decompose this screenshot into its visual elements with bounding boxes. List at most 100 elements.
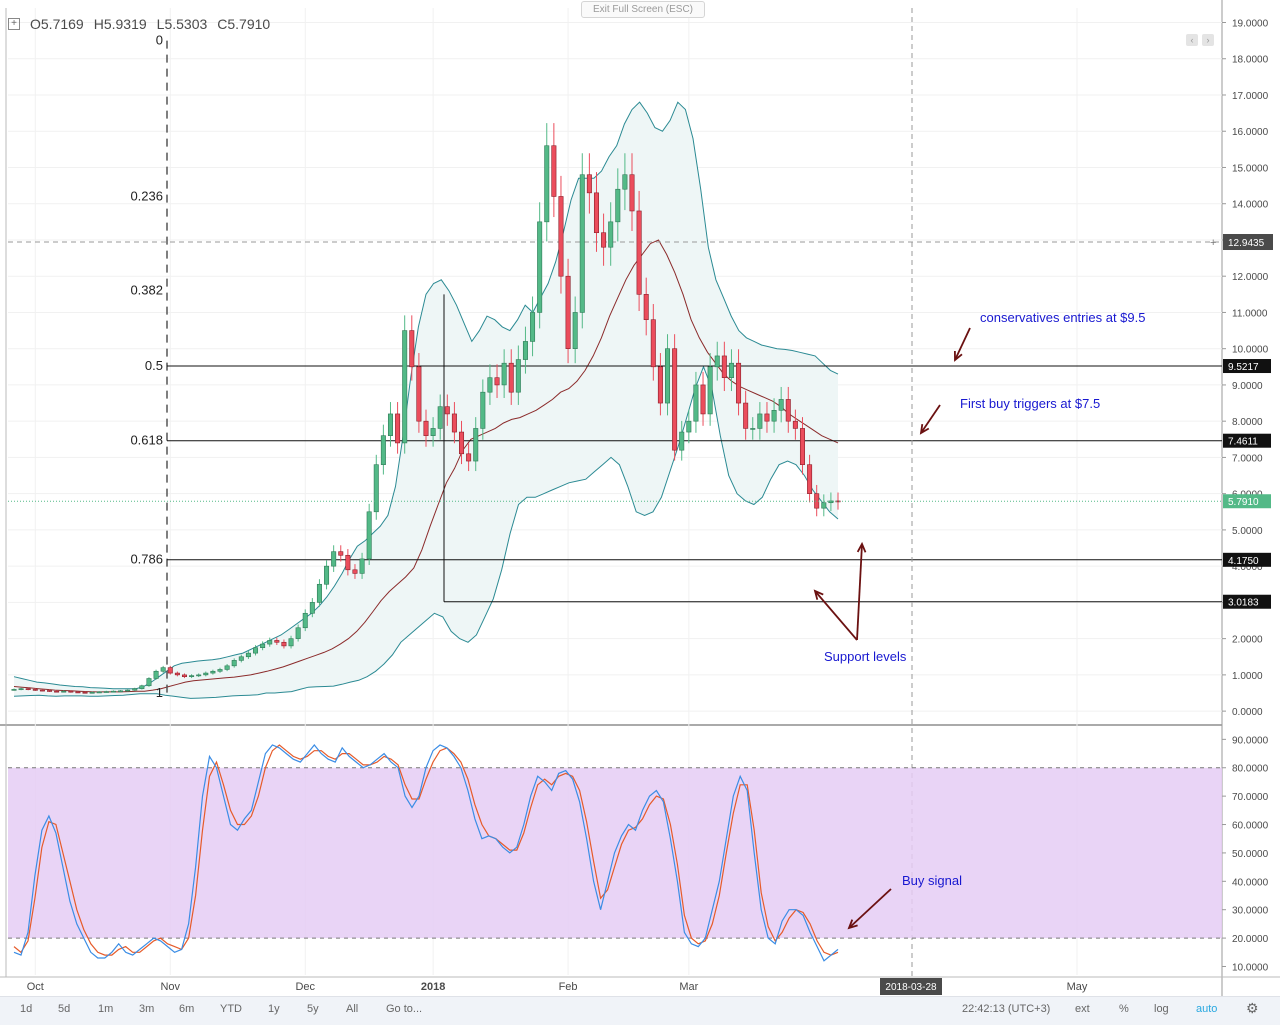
candle[interactable]: [68, 690, 74, 693]
candle[interactable]: [181, 673, 187, 679]
candle[interactable]: [736, 349, 742, 416]
candle[interactable]: [11, 688, 17, 691]
candle[interactable]: [103, 690, 109, 693]
candle[interactable]: [352, 564, 358, 579]
scroll-right-icon[interactable]: ›: [1202, 34, 1214, 46]
candle[interactable]: [530, 296, 536, 357]
range-1y-button[interactable]: 1y: [268, 1003, 280, 1015]
candle[interactable]: [835, 492, 841, 510]
candle[interactable]: [430, 417, 436, 447]
candle[interactable]: [25, 687, 31, 691]
candle[interactable]: [82, 691, 88, 694]
candle[interactable]: [423, 409, 429, 447]
candle[interactable]: [409, 315, 415, 381]
candle[interactable]: [728, 349, 734, 392]
candle[interactable]: [174, 671, 180, 677]
candle[interactable]: [522, 326, 528, 374]
candle[interactable]: [451, 402, 457, 444]
candle[interactable]: [466, 443, 472, 472]
candle[interactable]: [807, 454, 813, 503]
candle[interactable]: [39, 689, 45, 692]
candle[interactable]: [267, 637, 273, 647]
candle[interactable]: [302, 609, 308, 632]
candle[interactable]: [189, 674, 195, 679]
candle[interactable]: [210, 669, 216, 675]
candle[interactable]: [672, 334, 678, 461]
candle[interactable]: [487, 364, 493, 405]
candle[interactable]: [679, 420, 685, 461]
candle[interactable]: [146, 677, 152, 687]
range-1d-button[interactable]: 1d: [20, 1003, 33, 1015]
range-ytd-button[interactable]: YTD: [220, 1003, 242, 1015]
log-scale-toggle[interactable]: log: [1154, 1003, 1169, 1015]
candle[interactable]: [629, 153, 635, 231]
candle[interactable]: [551, 123, 557, 218]
candle[interactable]: [643, 277, 649, 336]
candle[interactable]: [686, 409, 692, 444]
candle[interactable]: [96, 691, 102, 694]
candle[interactable]: [47, 689, 53, 692]
gear-icon[interactable]: ⚙: [1246, 1000, 1259, 1016]
candle[interactable]: [54, 690, 60, 693]
candle[interactable]: [771, 398, 777, 433]
candle[interactable]: [693, 371, 699, 433]
candle[interactable]: [125, 689, 131, 692]
collapse-legend-icon[interactable]: +: [8, 18, 20, 30]
candle[interactable]: [139, 684, 145, 690]
candle[interactable]: [565, 258, 571, 364]
candle[interactable]: [601, 213, 607, 266]
candle[interactable]: [459, 420, 465, 465]
candle[interactable]: [118, 690, 124, 693]
candle[interactable]: [665, 334, 671, 416]
candle[interactable]: [281, 639, 287, 649]
candle[interactable]: [537, 202, 543, 329]
exit-fullscreen-button[interactable]: Exit Full Screen (ESC): [581, 1, 705, 18]
candle[interactable]: [366, 503, 372, 565]
candle[interactable]: [444, 394, 450, 426]
candle[interactable]: [75, 691, 81, 694]
candle[interactable]: [18, 687, 24, 691]
candle[interactable]: [657, 353, 663, 416]
candle[interactable]: [622, 153, 628, 211]
candle[interactable]: [153, 669, 159, 680]
candle[interactable]: [764, 402, 770, 433]
candle[interactable]: [792, 409, 798, 440]
range-3m-button[interactable]: 3m: [139, 1003, 155, 1015]
candle[interactable]: [359, 552, 365, 579]
candle[interactable]: [558, 175, 564, 294]
candle[interactable]: [373, 454, 379, 520]
candle[interactable]: [167, 665, 173, 675]
candle[interactable]: [572, 296, 578, 364]
candle[interactable]: [274, 637, 280, 646]
candle[interactable]: [380, 424, 386, 475]
candle[interactable]: [32, 688, 38, 691]
candle[interactable]: [132, 687, 138, 691]
extended-hours-toggle[interactable]: ext: [1075, 1003, 1090, 1015]
candle[interactable]: [224, 664, 230, 672]
candle[interactable]: [309, 598, 315, 618]
candle[interactable]: [636, 190, 642, 311]
candle[interactable]: [238, 654, 244, 663]
candle[interactable]: [89, 691, 95, 694]
candle[interactable]: [437, 394, 443, 440]
candle[interactable]: [778, 386, 784, 423]
candle[interactable]: [295, 624, 301, 642]
clock-display[interactable]: 22:42:13 (UTC+3): [962, 1003, 1051, 1015]
candle[interactable]: [515, 345, 521, 405]
candle[interactable]: [494, 364, 500, 398]
candle[interactable]: [700, 371, 706, 426]
candle[interactable]: [402, 315, 408, 454]
range-5y-button[interactable]: 5y: [307, 1003, 319, 1015]
candle[interactable]: [61, 690, 67, 693]
scroll-left-icon[interactable]: ‹: [1186, 34, 1198, 46]
candle[interactable]: [593, 172, 599, 252]
candle[interactable]: [288, 635, 294, 649]
candle[interactable]: [579, 153, 585, 329]
range-1m-button[interactable]: 1m: [98, 1003, 114, 1015]
range-all-button[interactable]: All: [346, 1003, 359, 1015]
candle[interactable]: [245, 650, 251, 659]
candle[interactable]: [196, 673, 202, 678]
candle[interactable]: [757, 402, 763, 440]
